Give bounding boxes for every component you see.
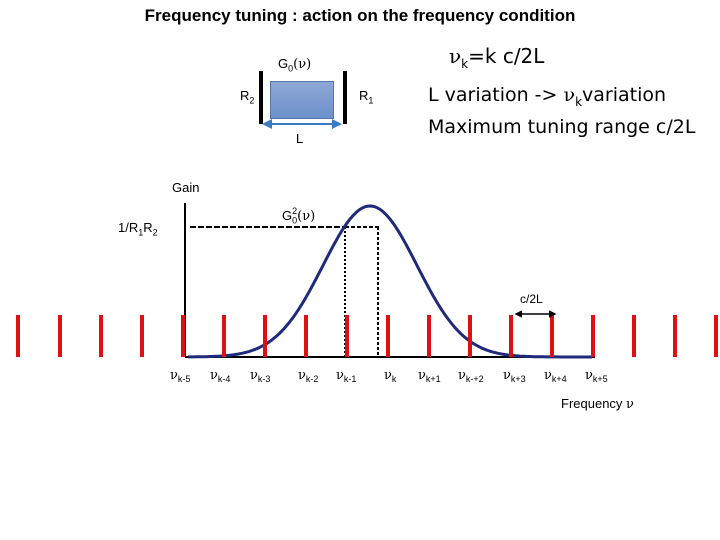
mode-spacing-label: c/2L — [520, 292, 543, 306]
mode-label: νk+4 — [544, 368, 567, 385]
mode-lines — [16, 315, 718, 357]
gain-medium — [270, 81, 334, 119]
mirror-r1 — [343, 71, 347, 124]
threshold-label: 1/R1R2 — [118, 220, 158, 238]
mode-label: νk+1 — [418, 368, 441, 385]
mode-label: νk-+2 — [458, 368, 484, 385]
mode-label: νk-4 — [210, 368, 231, 385]
gain-medium-label: G0(ν) — [278, 56, 312, 74]
mode-label: νk-3 — [250, 368, 271, 385]
mode-label: νk+5 — [585, 368, 608, 385]
mirror-r2-label: R2 — [240, 88, 255, 106]
mode-label: νk — [384, 368, 397, 385]
curve-label: G20(ν) — [282, 206, 316, 226]
mirror-r2 — [259, 71, 263, 124]
tuning-range-text: Maximum tuning range c/2L — [428, 116, 696, 138]
mode-label: νk-1 — [336, 368, 357, 385]
mode-label: νk-5 — [170, 368, 191, 385]
mirror-r1-label: R1 — [359, 88, 374, 106]
page-title: Frequency tuning : action on the frequen… — [144, 6, 576, 25]
cavity-length-label: L — [296, 131, 304, 146]
mode-label: νk+3 — [503, 368, 526, 385]
gain-curve — [188, 204, 592, 359]
x-axis-label: Frequency ν — [561, 396, 634, 412]
mode-condition: νk=k c/2L — [449, 44, 545, 71]
mode-label: νk-2 — [298, 368, 319, 385]
y-axis-label: Gain — [172, 180, 200, 195]
variation-text: L variation -> νkvariation — [428, 84, 667, 109]
